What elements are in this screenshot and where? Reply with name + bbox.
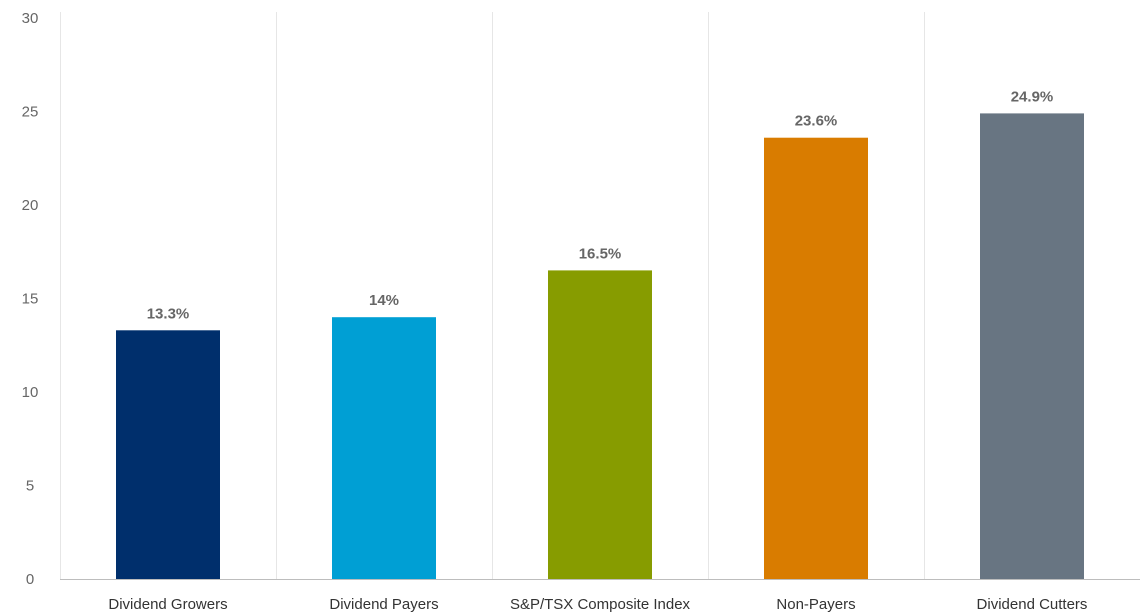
x-category-label: Non-Payers	[776, 596, 855, 613]
bars	[116, 113, 1084, 580]
data-label: 23.6%	[795, 113, 838, 130]
category-separator-lines	[60, 12, 925, 579]
data-label: 16.5%	[579, 245, 622, 262]
bar	[764, 137, 868, 579]
data-label: 13.3%	[147, 305, 190, 322]
data-label: 14%	[369, 292, 399, 309]
y-tick-label: 10	[22, 384, 39, 401]
bar	[116, 330, 220, 579]
bar	[980, 113, 1084, 580]
x-category-label: Dividend Payers	[329, 596, 438, 613]
bar	[332, 317, 436, 579]
bar	[548, 270, 652, 579]
y-tick-label: 25	[22, 104, 39, 121]
y-axis: 0 5 10 15 20 25 30	[22, 10, 39, 588]
y-tick-label: 15	[22, 291, 39, 308]
data-label: 24.9%	[1011, 88, 1054, 105]
y-tick-label: 0	[26, 571, 34, 588]
x-category-label: Dividend Cutters	[977, 596, 1088, 613]
y-tick-label: 30	[22, 10, 39, 27]
x-category-label: S&P/TSX Composite Index	[510, 596, 691, 613]
x-category-label: Dividend Growers	[108, 596, 227, 613]
y-tick-label: 5	[26, 478, 34, 495]
data-labels: 13.3% 14% 16.5% 23.6% 24.9%	[147, 88, 1054, 322]
x-axis: Dividend Growers Dividend Payers S&P/TSX C…	[60, 579, 1140, 613]
y-tick-label: 20	[22, 197, 39, 214]
